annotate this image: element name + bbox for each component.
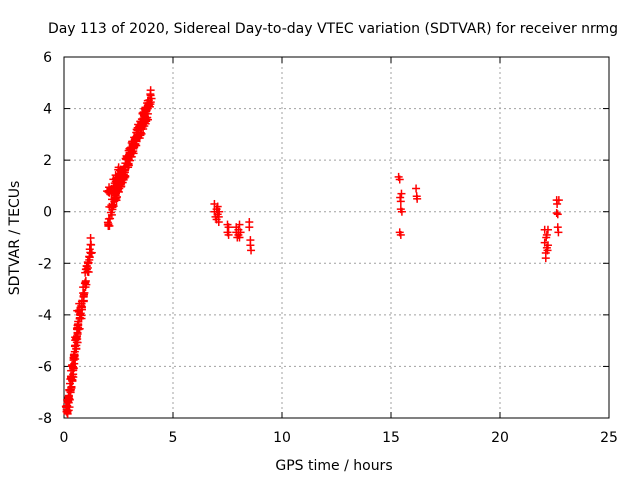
data-point	[236, 228, 245, 237]
y-tick-label: -2	[38, 256, 52, 272]
data-point	[245, 223, 254, 232]
data-point	[70, 351, 79, 360]
data-point	[144, 100, 153, 109]
data-point	[395, 175, 404, 184]
data-point	[143, 104, 152, 113]
data-point	[66, 385, 75, 394]
data-point	[115, 177, 124, 186]
data-point	[128, 148, 137, 157]
data-point	[396, 230, 405, 239]
data-point	[543, 246, 552, 255]
data-point	[213, 202, 222, 211]
data-point	[224, 223, 233, 232]
data-point	[72, 341, 81, 350]
x-tick-label: 25	[600, 430, 618, 446]
data-point	[80, 290, 89, 299]
x-tick-label: 10	[273, 430, 291, 446]
data-point	[117, 182, 126, 191]
data-point	[247, 246, 256, 255]
data-point	[543, 225, 552, 234]
data-point	[542, 230, 551, 239]
data-point	[412, 184, 421, 193]
data-point	[87, 248, 96, 257]
data-point	[135, 134, 144, 143]
data-point	[124, 156, 133, 165]
data-point	[397, 207, 406, 216]
data-point	[84, 268, 93, 277]
y-tick-label: 2	[43, 153, 52, 169]
data-point	[87, 240, 96, 249]
data-point	[553, 210, 562, 219]
data-point	[554, 228, 563, 237]
data-point	[65, 403, 74, 412]
plot-frame	[63, 56, 610, 419]
data-point	[106, 214, 115, 223]
data-point	[553, 199, 562, 208]
data-point	[86, 233, 95, 242]
data-point	[132, 141, 141, 150]
data-point	[413, 194, 422, 203]
axis-ticks: 0 5 10 15 20 25 -8 -6 -4 -2 0 2 4 6	[38, 50, 618, 446]
y-tick-label: -8	[38, 411, 52, 427]
data-point	[215, 207, 224, 216]
data-point	[119, 170, 128, 179]
data-point	[147, 94, 156, 103]
y-tick-label: 6	[43, 50, 52, 66]
data-point	[72, 333, 81, 342]
data-point	[235, 233, 244, 242]
data-point	[74, 317, 83, 326]
data-point	[235, 220, 244, 229]
data-point	[108, 203, 117, 212]
x-tick-label: 5	[169, 430, 178, 446]
y-tick-label: 0	[43, 205, 52, 221]
data-point	[129, 147, 138, 156]
data-point	[397, 189, 406, 198]
data-point	[105, 221, 114, 230]
data-point	[224, 230, 233, 239]
gridlines	[64, 57, 609, 418]
data-point	[68, 377, 77, 386]
data-point	[146, 86, 155, 95]
x-tick-label: 0	[60, 430, 69, 446]
data-point	[75, 306, 84, 315]
data-point	[143, 113, 152, 122]
y-tick-label: -6	[38, 359, 52, 375]
data-point	[541, 254, 550, 263]
data-point	[137, 129, 146, 138]
data-point	[69, 364, 78, 373]
data-point	[112, 192, 121, 201]
y-tick-label: 4	[43, 102, 52, 118]
data-point	[81, 276, 90, 285]
data-point	[65, 394, 74, 403]
y-axis-label: SDTVAR / TECUs	[7, 181, 23, 296]
data-point	[554, 196, 563, 205]
x-axis-label: GPS time / hours	[275, 458, 392, 474]
data-point	[109, 202, 118, 211]
x-tick-label: 15	[382, 430, 400, 446]
y-tick-label: -4	[38, 308, 52, 324]
data-points	[61, 86, 563, 418]
x-tick-label: 20	[491, 430, 509, 446]
data-point	[552, 209, 561, 218]
chart-title: Day 113 of 2020, Sidereal Day-to-day VTE…	[48, 21, 618, 37]
data-point	[396, 197, 405, 206]
